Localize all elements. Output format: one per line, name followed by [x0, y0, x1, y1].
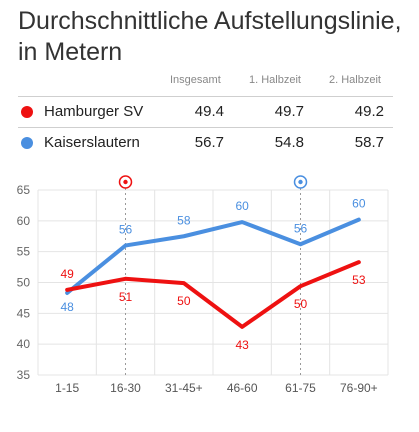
- table-row: Kaiserslautern 56.7 54.8 58.7: [18, 127, 393, 158]
- data-label: 50: [177, 294, 191, 308]
- data-label: 49: [60, 267, 74, 281]
- value-first-half: 49.7: [274, 103, 304, 120]
- value-total: 49.4: [194, 103, 224, 120]
- y-tick-label: 45: [17, 306, 31, 320]
- team-color-dot: [21, 137, 33, 149]
- y-tick-label: 60: [17, 214, 31, 228]
- y-tick-label: 35: [17, 368, 31, 382]
- data-label: 53: [352, 273, 366, 287]
- team-name: Hamburger SV: [44, 103, 144, 120]
- data-label: 56: [119, 223, 133, 237]
- team-name: Kaiserslautern: [44, 134, 140, 151]
- data-label: 60: [352, 197, 366, 211]
- x-tick-label: 1-15: [55, 381, 79, 395]
- table-row: Hamburger SV 49.4 49.7 49.2: [18, 96, 393, 127]
- value-second-half: 58.7: [354, 134, 384, 151]
- data-label: 60: [235, 199, 249, 213]
- football-icon-center: [298, 179, 303, 185]
- team-color-dot: [21, 106, 33, 118]
- header-total: Insgesamt: [170, 74, 221, 86]
- y-tick-label: 65: [17, 183, 31, 197]
- header-first-half: 1. Halbzeit: [249, 74, 301, 86]
- series-line: [65, 217, 361, 295]
- x-tick-label: 76-90+: [340, 381, 378, 395]
- value-second-half: 49.2: [354, 103, 384, 120]
- x-tick-label: 31-45+: [165, 381, 203, 395]
- chart-title: Durchschnittliche Aufstellungslinie, in …: [18, 7, 402, 66]
- value-first-half: 54.8: [274, 134, 304, 151]
- x-tick-label: 61-75: [285, 381, 316, 395]
- football-icon-center: [123, 179, 128, 185]
- data-label: 51: [119, 290, 133, 304]
- value-total: 56.7: [194, 134, 224, 151]
- y-tick-label: 50: [17, 276, 31, 290]
- data-label: 48: [60, 300, 74, 314]
- data-label: 56: [294, 221, 308, 235]
- data-label: 58: [177, 213, 191, 227]
- series-line: [65, 260, 361, 329]
- y-tick-label: 55: [17, 245, 31, 259]
- x-tick-label: 46-60: [227, 381, 258, 395]
- y-tick-label: 40: [17, 337, 31, 351]
- data-label: 43: [235, 338, 249, 352]
- header-second-half: 2. Halbzeit: [329, 74, 381, 86]
- data-label: 50: [294, 297, 308, 311]
- x-tick-label: 16-30: [110, 381, 141, 395]
